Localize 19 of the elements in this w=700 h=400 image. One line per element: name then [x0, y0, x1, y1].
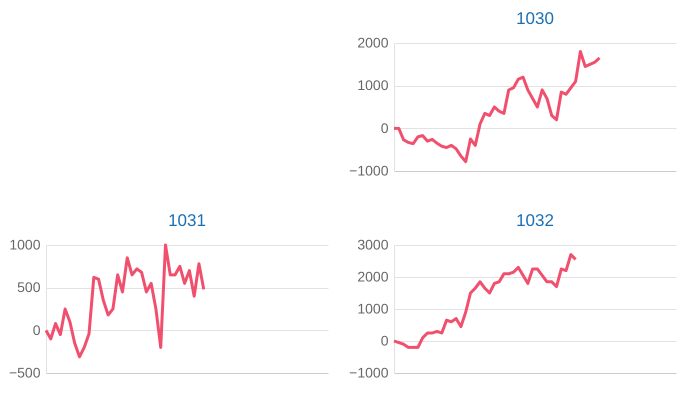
chart-title: 1030 — [516, 9, 554, 28]
y-tick-label: 3000 — [357, 236, 389, 252]
y-tick-label: 0 — [32, 322, 41, 338]
y-tick-label: −500 — [8, 364, 41, 380]
y-tick-label: 500 — [17, 279, 41, 296]
y-tick-label: −1000 — [349, 364, 389, 380]
y-tick-label: 0 — [380, 120, 389, 136]
y-tick-label: −1000 — [349, 162, 389, 178]
y-tick-label: 1000 — [357, 300, 389, 316]
chart-title: 1031 — [168, 211, 206, 230]
line-series — [44, 244, 206, 358]
chart-title: 1032 — [516, 211, 554, 230]
y-tick-label: 1000 — [9, 236, 41, 252]
y-tick-label: 2000 — [357, 268, 389, 284]
line-series — [392, 253, 578, 349]
line-series — [392, 50, 602, 164]
y-tick-label: 0 — [380, 332, 389, 348]
y-tick-label: 2000 — [357, 34, 389, 50]
y-tick-label: 1000 — [357, 77, 389, 94]
